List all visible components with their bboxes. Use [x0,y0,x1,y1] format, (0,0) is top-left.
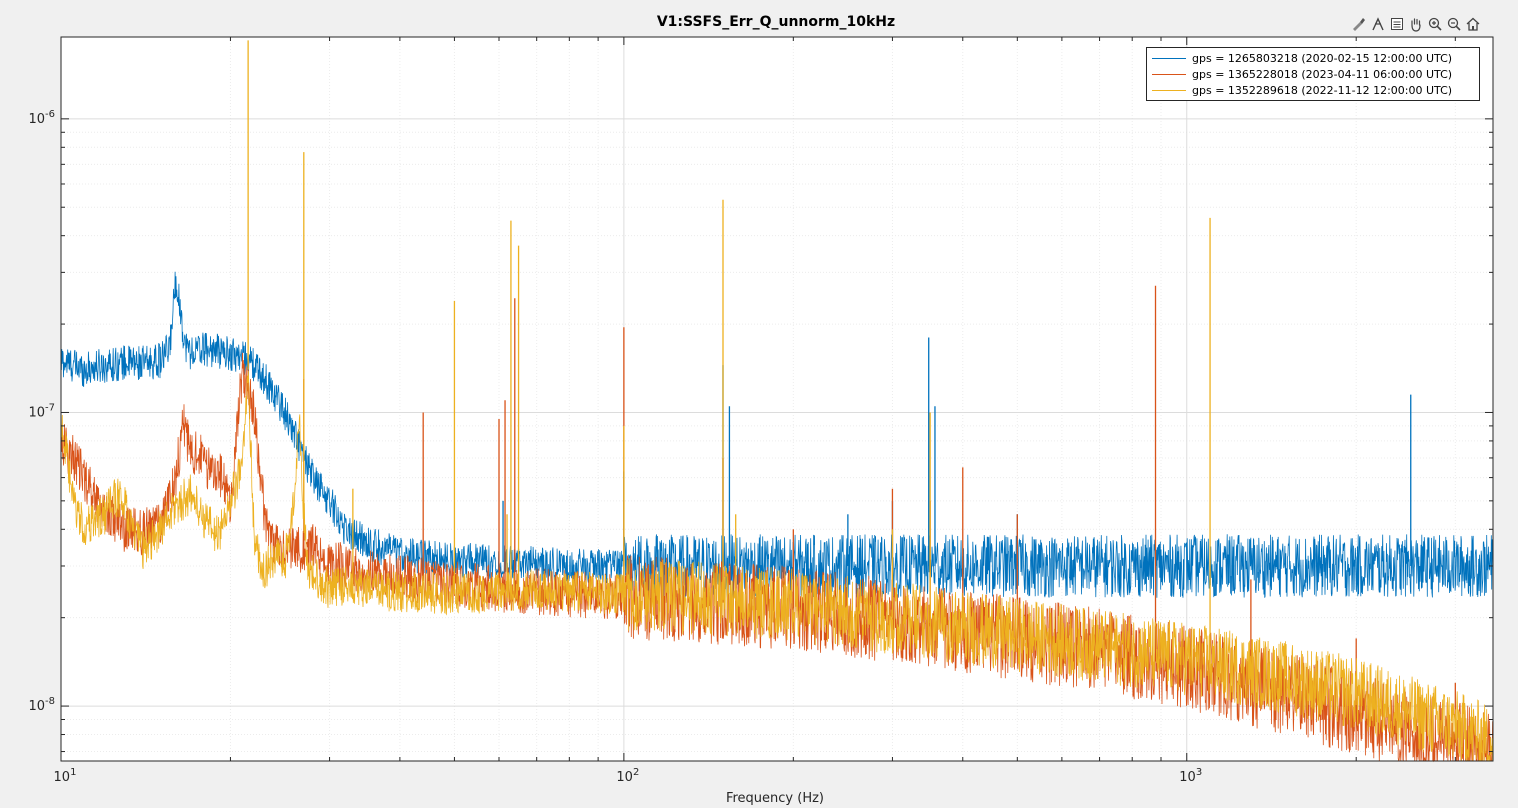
series-group [60,40,1494,763]
legend-entry: gps = 1352289618 (2022-11-12 12:00:00 UT… [1147,82,1479,98]
x-tick-label: 103 [1179,767,1202,785]
y-tick-label: 10-6 [28,109,55,127]
legend-entry: gps = 1265803218 (2020-02-15 12:00:00 UT… [1147,50,1479,66]
legend-icon[interactable] [1388,15,1406,33]
legend-swatch [1152,73,1186,75]
x-tick-label: 102 [616,767,639,785]
data-tips-icon[interactable] [1369,15,1387,33]
axes-toolbar [1350,15,1482,33]
brush-icon[interactable] [1350,15,1368,33]
legend-label: gps = 1352289618 (2022-11-12 12:00:00 UT… [1192,83,1453,97]
axes-background [61,37,1493,761]
legend-swatch [1152,57,1186,59]
legend-swatch [1152,89,1186,91]
axes-box [60,36,1494,762]
y-tick-label: 10-8 [28,696,55,714]
x-axis-label: Frequency (Hz) [726,791,824,806]
legend[interactable]: gps = 1265803218 (2020-02-15 12:00:00 UT… [1146,47,1480,101]
pan-icon[interactable] [1407,15,1425,33]
zoom-in-icon[interactable] [1426,15,1444,33]
tick-labels: 101 102 103 10-8 10-7 10-6 [28,109,1202,785]
zoom-out-icon[interactable] [1445,15,1463,33]
home-icon[interactable] [1464,15,1482,33]
legend-entry: gps = 1365228018 (2023-04-11 06:00:00 UT… [1147,66,1479,82]
series-line-3 [60,371,1494,762]
legend-label: gps = 1365228018 (2023-04-11 06:00:00 UT… [1192,67,1453,81]
y-tick-label: 10-7 [28,402,55,420]
x-tick-label: 101 [54,767,77,785]
legend-label: gps = 1265803218 (2020-02-15 12:00:00 UT… [1192,51,1453,65]
chart-title: V1:SSFS_Err_Q_unnorm_10kHz [656,14,896,30]
tick-marks [60,37,1493,761]
